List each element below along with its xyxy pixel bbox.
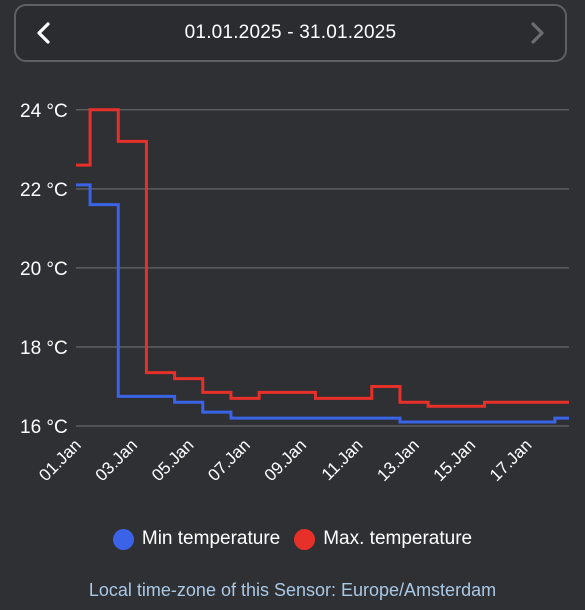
legend-label-max: Max. temperature — [323, 528, 473, 549]
x-tick-label: 01.Jan — [35, 435, 85, 485]
series-line-max-temperature — [76, 108, 569, 408]
previous-period-button[interactable] — [16, 6, 72, 60]
y-tick-label: 22 °C — [20, 180, 68, 201]
y-tick-label: 16 °C — [20, 417, 68, 438]
x-tick-label: 15.Jan — [430, 435, 480, 485]
timezone-note: Local time-zone of this Sensor: Europe/A… — [88, 580, 497, 600]
next-period-button[interactable] — [509, 6, 565, 60]
x-tick-label: 11.Jan — [318, 435, 367, 484]
temperature-chart: 24 °C 22 °C 20 °C 18 °C 16 °C01.Jan 03.Jan 05.… — [20, 101, 569, 485]
legend-label-min: Min temperature — [141, 528, 281, 549]
date-range-label: 01.01.2025 - 31.01.2025 — [184, 22, 397, 43]
x-tick-label: 17.Jan — [486, 435, 536, 485]
chevron-right-icon — [531, 22, 544, 44]
chevron-left-icon — [37, 22, 50, 44]
x-tick-label: 05.Jan — [148, 435, 198, 485]
legend-item-max-temperature[interactable]: Max. temperature — [294, 528, 472, 550]
legend-swatch-min — [112, 528, 134, 550]
y-tick-label: 20 °C — [20, 259, 68, 280]
chart-legend: Min temperature Max. temperature — [0, 528, 585, 550]
legend-item-min-temperature[interactable]: Min temperature — [112, 528, 281, 550]
y-tick-label: 18 °C — [20, 338, 68, 359]
x-tick-label: 13.Jan — [373, 435, 423, 485]
date-range-selector: 01.01.2025 - 31.01.2025 — [14, 4, 567, 62]
x-tick-label: 07.Jan — [204, 435, 254, 485]
legend-swatch-max — [294, 528, 316, 550]
y-tick-label: 24 °C — [20, 101, 68, 122]
x-tick-label: 03.Jan — [92, 435, 142, 485]
x-tick-label: 09.Jan — [261, 435, 311, 485]
series-line-min-temperature — [76, 183, 569, 424]
